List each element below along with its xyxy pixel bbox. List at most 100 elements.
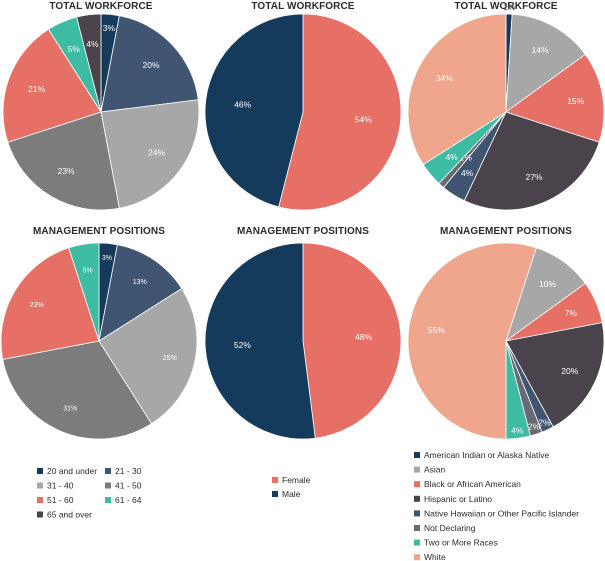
slice-male [204,242,316,440]
slice-label-two-or-more-races: 4% [511,425,524,435]
legend-swatch [414,466,420,473]
slice-label-41-50: 23% [58,166,75,176]
slice-hispanic-or-latino [463,111,600,211]
slice-label-hispanic-or-latino: 27% [525,172,542,182]
legend-label: American Indian or Alaska Native [424,450,549,460]
legend-label: 51 - 60 [47,495,74,505]
legend-item-31-40: 31 - 40 [37,481,74,491]
legend-label: 20 and under [47,466,97,476]
slice-label-white: 55% [428,325,445,335]
legend-label: Hispanic or Latino [424,494,492,504]
pie-chart-6: MANAGEMENT POSITIONS 10% 7% 20% 2%2% 4% 55% [407,226,605,440]
slice-label-female: 48% [355,332,372,342]
slice-31-40 [98,287,198,425]
slice-white [407,13,507,166]
legend-item-female: Female [272,475,311,485]
slice-black-or-african-american [505,53,605,143]
legend-label: Black or African American [424,479,521,489]
legend-label: 41 - 50 [115,481,142,491]
slice-label-31-40: 24% [148,147,165,157]
slice-label-white: 34% [436,73,453,83]
slice-51-60 [2,28,102,143]
slice-65-and-over [76,13,102,113]
slice-hispanic-or-latino [505,322,605,428]
legend-label: 21 - 30 [115,466,142,476]
legend-label: White [424,552,446,561]
chart-title: TOTAL WORKFORCE [49,1,152,12]
slice-61-64 [68,242,100,342]
legend-item-51-60: 51 - 60 [37,495,74,505]
legend-gender: Female Male [272,475,311,499]
slice-41-50 [2,340,153,440]
slice-21-30 [98,244,183,342]
slice-label-31-40: 25% [163,355,177,362]
legend-item-american-indian-or-alaska-native: American Indian or Alaska Native [414,450,549,460]
chart-title: MANAGEMENT POSITIONS [237,226,369,237]
legend-item-41-50: 41 - 50 [105,481,142,491]
legend-race: American Indian or Alaska Native Asian Bla… [414,450,579,561]
slice-asian [505,13,586,113]
legend-swatch [272,491,278,497]
legend-item-male: Male [272,489,301,499]
slice-label-51-60: 21% [28,84,45,94]
slice-31-40 [100,99,200,209]
slice-label-black-or-african-american: 7% [565,308,578,318]
slice-label-black-or-african-american: 15% [567,96,584,106]
slice-label-not-declaring: 2% [528,422,541,432]
legend-label: 31 - 40 [47,481,74,491]
slice-label-male: 46% [234,99,251,109]
legend-item-hispanic-or-latino: Hispanic or Latino [414,494,492,504]
slice-label-two-or-more-races: 4% [445,152,458,162]
legend-item-21-30: 21 - 30 [105,466,142,476]
legend-label: Native Hawaiian or Other Pacific Islande… [424,508,579,518]
slice-label-asian: 10% [539,279,556,289]
slice-female [278,13,402,211]
slice-label-asian: 14% [531,45,548,55]
chart-title: MANAGEMENT POSITIONS [440,226,572,237]
legend-item-20-and-under: 20 and under [37,466,97,476]
slice-label-61-64: 5% [68,44,81,54]
slice-label-american-indian-or-alaska-native: 1% [503,2,516,12]
legend-item-white: White [414,552,446,561]
legend-swatch [414,525,420,531]
pie-chart-4: MANAGEMENT POSITIONS 3% 13% 25% 31% 23% 5% [0,226,198,440]
legend-swatch [37,482,43,489]
slice-label-21-30: 20% [142,60,159,70]
legend-swatch [414,452,420,458]
slice-label-41-50: 31% [63,406,77,413]
pie-chart-5: MANAGEMENT POSITIONS 48% 52% [204,226,402,440]
legend-swatch [414,481,420,488]
slice-label-21-30: 13% [133,279,147,286]
legend-swatch [105,497,111,503]
slice-label-61-64: 5% [83,267,93,274]
slice-male [204,13,304,208]
legend-label: 61 - 64 [115,495,142,505]
legend-label: Not Declaring [424,523,476,533]
slice-label-male: 52% [234,340,251,350]
legend-item-black-or-african-american: Black or African American [414,479,521,489]
legend-swatch [37,511,43,518]
slice-41-50 [7,111,120,211]
legend-swatch [414,510,420,517]
legend-label: 65 and over [47,510,92,520]
chart-title: MANAGEMENT POSITIONS [33,226,165,237]
slice-label-20-and-under: 3% [103,23,116,33]
legend-item-asian: Asian [414,465,446,475]
legend-age: 20 and under 21 - 30 31 - 40 41 - 50 51 - 60… [37,466,142,520]
slice-21-30 [100,15,199,113]
legend-item-65-and-over: 65 and over [37,510,92,520]
slice-label-native-hawaiian-or-other-pacific-islander: 4% [461,168,474,178]
pie-chart-2: TOTAL WORKFORCE 54% 46% [204,1,402,211]
legend-label: Female [282,475,311,485]
slice-51-60 [0,247,100,360]
slice-female [302,242,402,439]
slice-label-65-and-over: 4% [86,39,99,49]
legend-swatch [105,482,111,489]
legend-swatch [272,477,278,483]
legend-swatch [414,539,420,546]
legend-item-two-or-more-races: Two or More Races [414,538,498,548]
legend-label: Two or More Races [424,538,498,548]
legend-swatch [414,554,420,561]
legend-item-61-64: 61 - 64 [105,495,142,505]
